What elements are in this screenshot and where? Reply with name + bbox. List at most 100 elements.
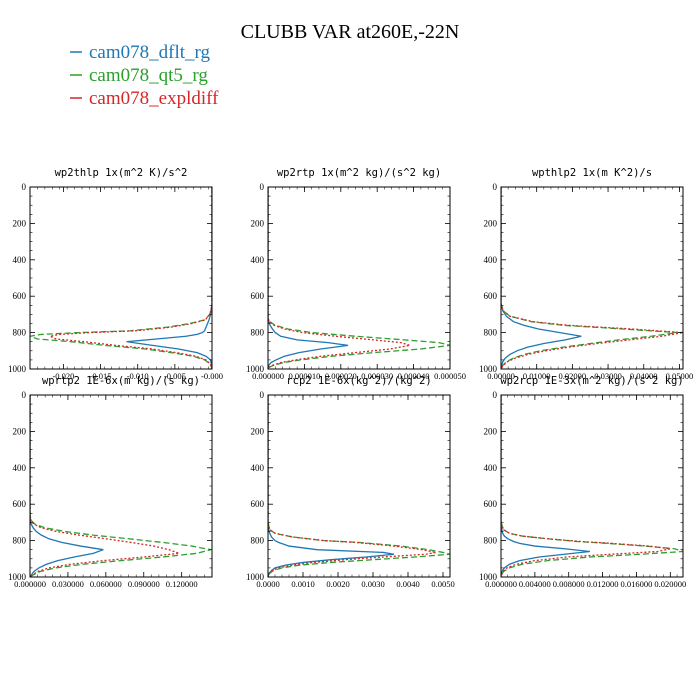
y-tick-label: 200: [13, 426, 27, 436]
x-tick-label: 0.00000: [487, 371, 515, 381]
y-tick-label: 200: [251, 218, 265, 228]
series-line: [268, 187, 450, 369]
series-line: [501, 187, 678, 369]
y-tick-label: 800: [484, 328, 498, 338]
plot-frame: [500, 186, 684, 370]
x-tick-label: 0.030000: [52, 579, 84, 589]
panel-title: rcp2 1E-6x(kg^2)/(kg^2): [286, 375, 431, 387]
x-tick-label: 0.000000: [252, 371, 284, 381]
x-tick-label: 0.0050: [431, 579, 454, 589]
series-line: [30, 395, 180, 577]
y-tick-label: 1000: [479, 364, 498, 374]
legend-entry: cam078_dflt_rg: [70, 42, 211, 63]
y-tick-label: 1000: [246, 572, 265, 582]
y-tick-label: 600: [13, 291, 27, 301]
series-line: [501, 395, 671, 577]
x-tick-label: 0.090000: [128, 579, 160, 589]
series-line: [47, 187, 212, 369]
series-line: [268, 395, 437, 577]
y-tick-label: 600: [484, 291, 498, 301]
x-tick-label: -0.015: [90, 371, 112, 381]
y-tick-label: 0: [260, 390, 265, 400]
y-tick-label: 0: [493, 390, 498, 400]
y-tick-label: 400: [13, 463, 27, 473]
x-tick-label: 0.000040: [398, 371, 430, 381]
y-tick-label: 400: [251, 463, 265, 473]
x-tick-label: -0.005: [164, 371, 186, 381]
y-tick-label: 600: [13, 499, 27, 509]
series-line: [268, 187, 349, 369]
chart-panel: wp2thlp 1x(m^2 K)/s^2 0 200 400 600 800 1000 -0…: [8, 167, 223, 381]
figure-title: CLUBB VAR at260E,-22N: [241, 21, 460, 43]
x-tick-label: 0.02000: [559, 371, 587, 381]
panel-grid: wp2thlp 1x(m^2 K)/s^2 0 200 400 600 800 1000 -0…: [8, 167, 693, 589]
series-line: [501, 187, 582, 369]
series-line: [30, 395, 104, 577]
y-tick-label: 0: [493, 182, 498, 192]
x-tick-label: -0.000: [201, 371, 223, 381]
chart-panel: wpthlp2 1x(m K^2)/s 0 200 400 600 800 10000.00…: [479, 167, 693, 381]
legend-label: cam078_expldiff: [89, 88, 219, 109]
x-tick-label: -0.020: [52, 371, 74, 381]
y-tick-label: 400: [484, 463, 498, 473]
x-tick-label: 0.060000: [90, 579, 122, 589]
y-tick-label: 0: [260, 182, 265, 192]
series-line: [30, 187, 212, 369]
y-tick-label: 800: [251, 536, 265, 546]
x-tick-label: 0.000010: [288, 371, 320, 381]
x-tick-label: 0.012000: [587, 579, 619, 589]
series-line: [126, 187, 212, 369]
x-tick-label: 0.000000: [14, 579, 46, 589]
y-tick-label: 800: [251, 328, 265, 338]
x-tick-label: 0.000000: [485, 579, 517, 589]
series-line: [268, 395, 395, 577]
y-tick-label: 800: [484, 536, 498, 546]
chart-panel: wprtp2 1E-6x(m kg)/(s kg) 0 200 400 600 800 10…: [8, 375, 213, 589]
x-tick-label: 0.0020: [326, 579, 349, 589]
y-tick-label: 600: [484, 499, 498, 509]
y-tick-label: 0: [22, 390, 27, 400]
x-tick-label: 0.0000: [256, 579, 279, 589]
y-tick-label: 1000: [8, 572, 27, 582]
x-tick-label: 0.03000: [594, 371, 622, 381]
x-tick-label: 0.0040: [396, 579, 419, 589]
series-line: [501, 395, 683, 577]
series-line: [501, 187, 683, 369]
x-tick-label: 0.008000: [553, 579, 585, 589]
x-tick-label: 0.04000: [630, 371, 658, 381]
chart-panel: wp2rtp 1x(m^2 kg)/(s^2 kg) 0 200 400 600 800 1…: [246, 167, 466, 381]
chart-panel: wp2rcp 1E-3x(m^2 kg)/(s^2 kg)0 200 400 600 8…: [479, 375, 686, 589]
x-tick-label: 0.016000: [621, 579, 653, 589]
series-line: [501, 395, 590, 577]
x-tick-label: 0.020000: [654, 579, 686, 589]
y-tick-label: 600: [251, 499, 265, 509]
panel-title: wprtp2 1E-6x(m kg)/(s kg): [42, 375, 200, 387]
x-tick-label: 0.000050: [434, 371, 466, 381]
x-tick-label: 0.000030: [361, 371, 393, 381]
y-tick-label: 400: [484, 255, 498, 265]
series-line: [268, 187, 411, 369]
y-tick-label: 400: [13, 255, 27, 265]
x-tick-label: 0.000020: [325, 371, 357, 381]
panel-title: wpthlp2 1x(m K^2)/s: [532, 167, 652, 179]
legend: cam078_dflt_rg cam078_qt5_rg cam078_expl…: [70, 42, 219, 109]
plot-frame: [267, 394, 451, 578]
x-tick-label: 0.004000: [519, 579, 551, 589]
panel-title: wp2rtp 1x(m^2 kg)/(s^2 kg): [277, 167, 441, 179]
plot-frame: [29, 394, 213, 578]
legend-label: cam078_qt5_rg: [89, 65, 208, 86]
chart-panel: rcp2 1E-6x(kg^2)/(kg^2) 0 200 400 600 800 1000…: [246, 375, 455, 589]
panel-title: wp2thlp 1x(m^2 K)/s^2: [55, 167, 188, 179]
series-line: [30, 395, 211, 577]
y-tick-label: 200: [13, 218, 27, 228]
y-tick-label: 200: [484, 218, 498, 228]
y-tick-label: 400: [251, 255, 265, 265]
x-tick-label: 0.05000: [666, 371, 694, 381]
y-tick-label: 0: [22, 182, 27, 192]
y-tick-label: 600: [251, 291, 265, 301]
series-line: [268, 395, 450, 577]
y-tick-label: 200: [484, 426, 498, 436]
y-tick-label: 1000: [246, 364, 265, 374]
legend-entry: cam078_qt5_rg: [70, 65, 208, 86]
